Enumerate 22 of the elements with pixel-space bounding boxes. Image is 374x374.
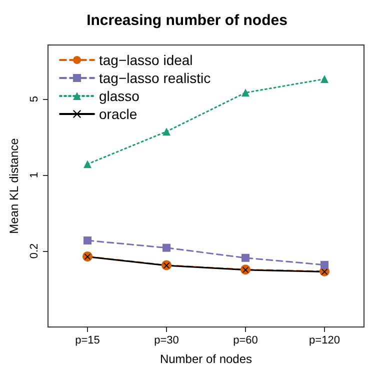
x-tick-label: p=120 — [309, 334, 340, 346]
point — [84, 236, 92, 244]
x-tick-label: p=15 — [75, 334, 100, 346]
y-axis-title: Mean KL distance — [7, 138, 21, 234]
point — [242, 254, 250, 262]
legend-label: tag−lasso realistic — [99, 70, 211, 86]
x-axis-title: Number of nodes — [160, 352, 252, 366]
point — [242, 88, 250, 97]
point — [162, 244, 170, 252]
point — [320, 260, 328, 269]
chart-title: Increasing number of nodes — [86, 12, 288, 29]
legend-label: oracle — [99, 106, 138, 122]
legend-label: glasso — [99, 88, 140, 104]
point — [320, 75, 328, 84]
x-tick-label: p=60 — [233, 334, 258, 346]
y-tick-label: 0.2 — [28, 243, 40, 259]
point — [84, 160, 92, 168]
y-tick-label: 5 — [28, 96, 40, 102]
y-tick-label: 1 — [28, 172, 40, 178]
point — [162, 128, 170, 136]
legend-label: tag−lasso ideal — [99, 52, 193, 68]
x-tick-label: p=30 — [154, 334, 179, 346]
